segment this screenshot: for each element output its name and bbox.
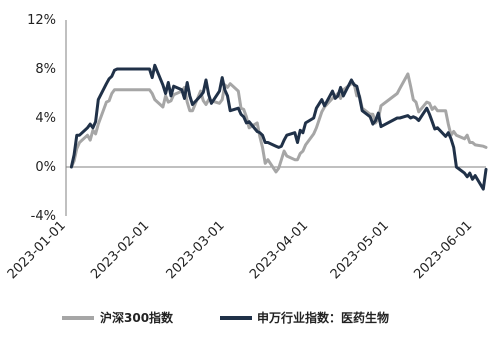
- x-axis-ticks: 2023-01-01 2023-02-01 2023-03-01 2023-04-01…: [5, 218, 476, 282]
- y-tick-label: 12%: [27, 13, 56, 28]
- y-tick-label: 0%: [35, 160, 56, 175]
- x-tick-label: 2023-04-01: [247, 218, 311, 282]
- x-tick-label: 2023-06-01: [411, 218, 475, 282]
- y-tick-label: 4%: [35, 111, 56, 126]
- x-tick-label: 2023-01-01: [5, 218, 69, 282]
- legend-label-pharma: 申万行业指数：医药生物: [257, 310, 389, 325]
- x-tick-label: 2023-05-01: [328, 218, 392, 282]
- axes: [65, 20, 486, 216]
- series-line-hs300: [69, 72, 488, 174]
- y-axis-ticks: -4% 0% 4% 8% 12%: [27, 13, 56, 224]
- series-line-pharma: [69, 63, 488, 191]
- series-lines: [69, 63, 488, 191]
- y-tick-label: 8%: [35, 62, 56, 77]
- legend-label-hs300: 沪深300指数: [100, 310, 174, 325]
- x-tick-label: 2023-02-01: [88, 218, 152, 282]
- y-tick-label: -4%: [31, 209, 56, 224]
- x-tick-label: 2023-03-01: [164, 218, 228, 282]
- legend: 沪深300指数 申万行业指数：医药生物: [62, 310, 389, 325]
